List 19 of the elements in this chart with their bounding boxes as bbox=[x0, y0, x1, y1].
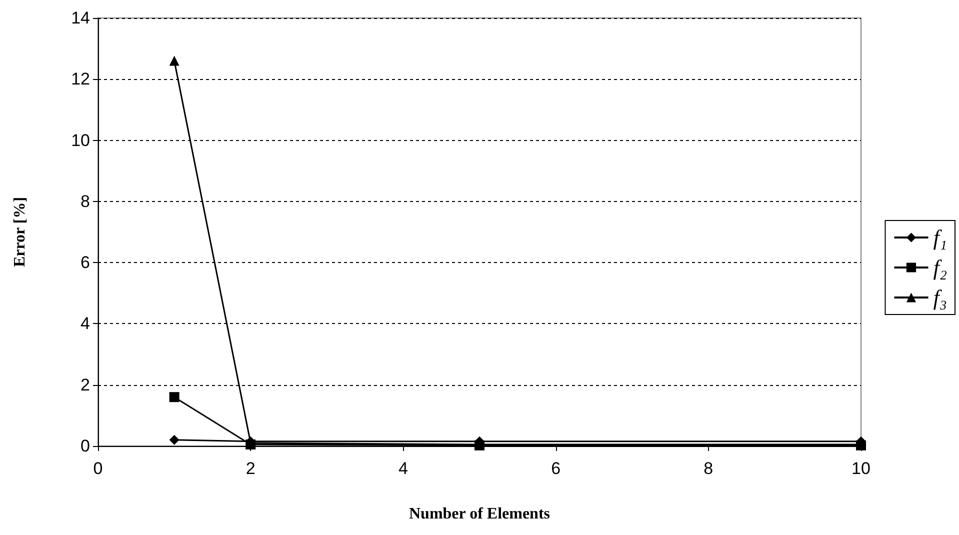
x-tick-label: 4 bbox=[398, 459, 408, 478]
y-tick-label: 0 bbox=[80, 436, 90, 456]
y-tick-label: 4 bbox=[80, 314, 90, 334]
x-tick-label: 6 bbox=[551, 459, 561, 478]
legend-label: f₃ bbox=[933, 285, 948, 310]
y-tick-label: 2 bbox=[80, 375, 90, 394]
x-axis-title: Number of Elements bbox=[408, 506, 550, 522]
y-tick-label: 12 bbox=[71, 70, 90, 89]
x-tick-label: 10 bbox=[852, 459, 870, 478]
y-tick-label: 10 bbox=[71, 130, 90, 150]
x-tick-label: 2 bbox=[246, 459, 256, 478]
y-tick-label: 14 bbox=[71, 8, 90, 28]
y-tick-label: 6 bbox=[80, 253, 90, 272]
y-tick-label: 8 bbox=[80, 192, 90, 211]
legend-label: f₁ bbox=[933, 225, 948, 250]
x-tick-label: 8 bbox=[704, 459, 714, 478]
legend-label: f₂ bbox=[933, 255, 948, 280]
x-tick-label: 0 bbox=[93, 459, 103, 478]
y-axis-title: Error [%] bbox=[12, 196, 28, 268]
